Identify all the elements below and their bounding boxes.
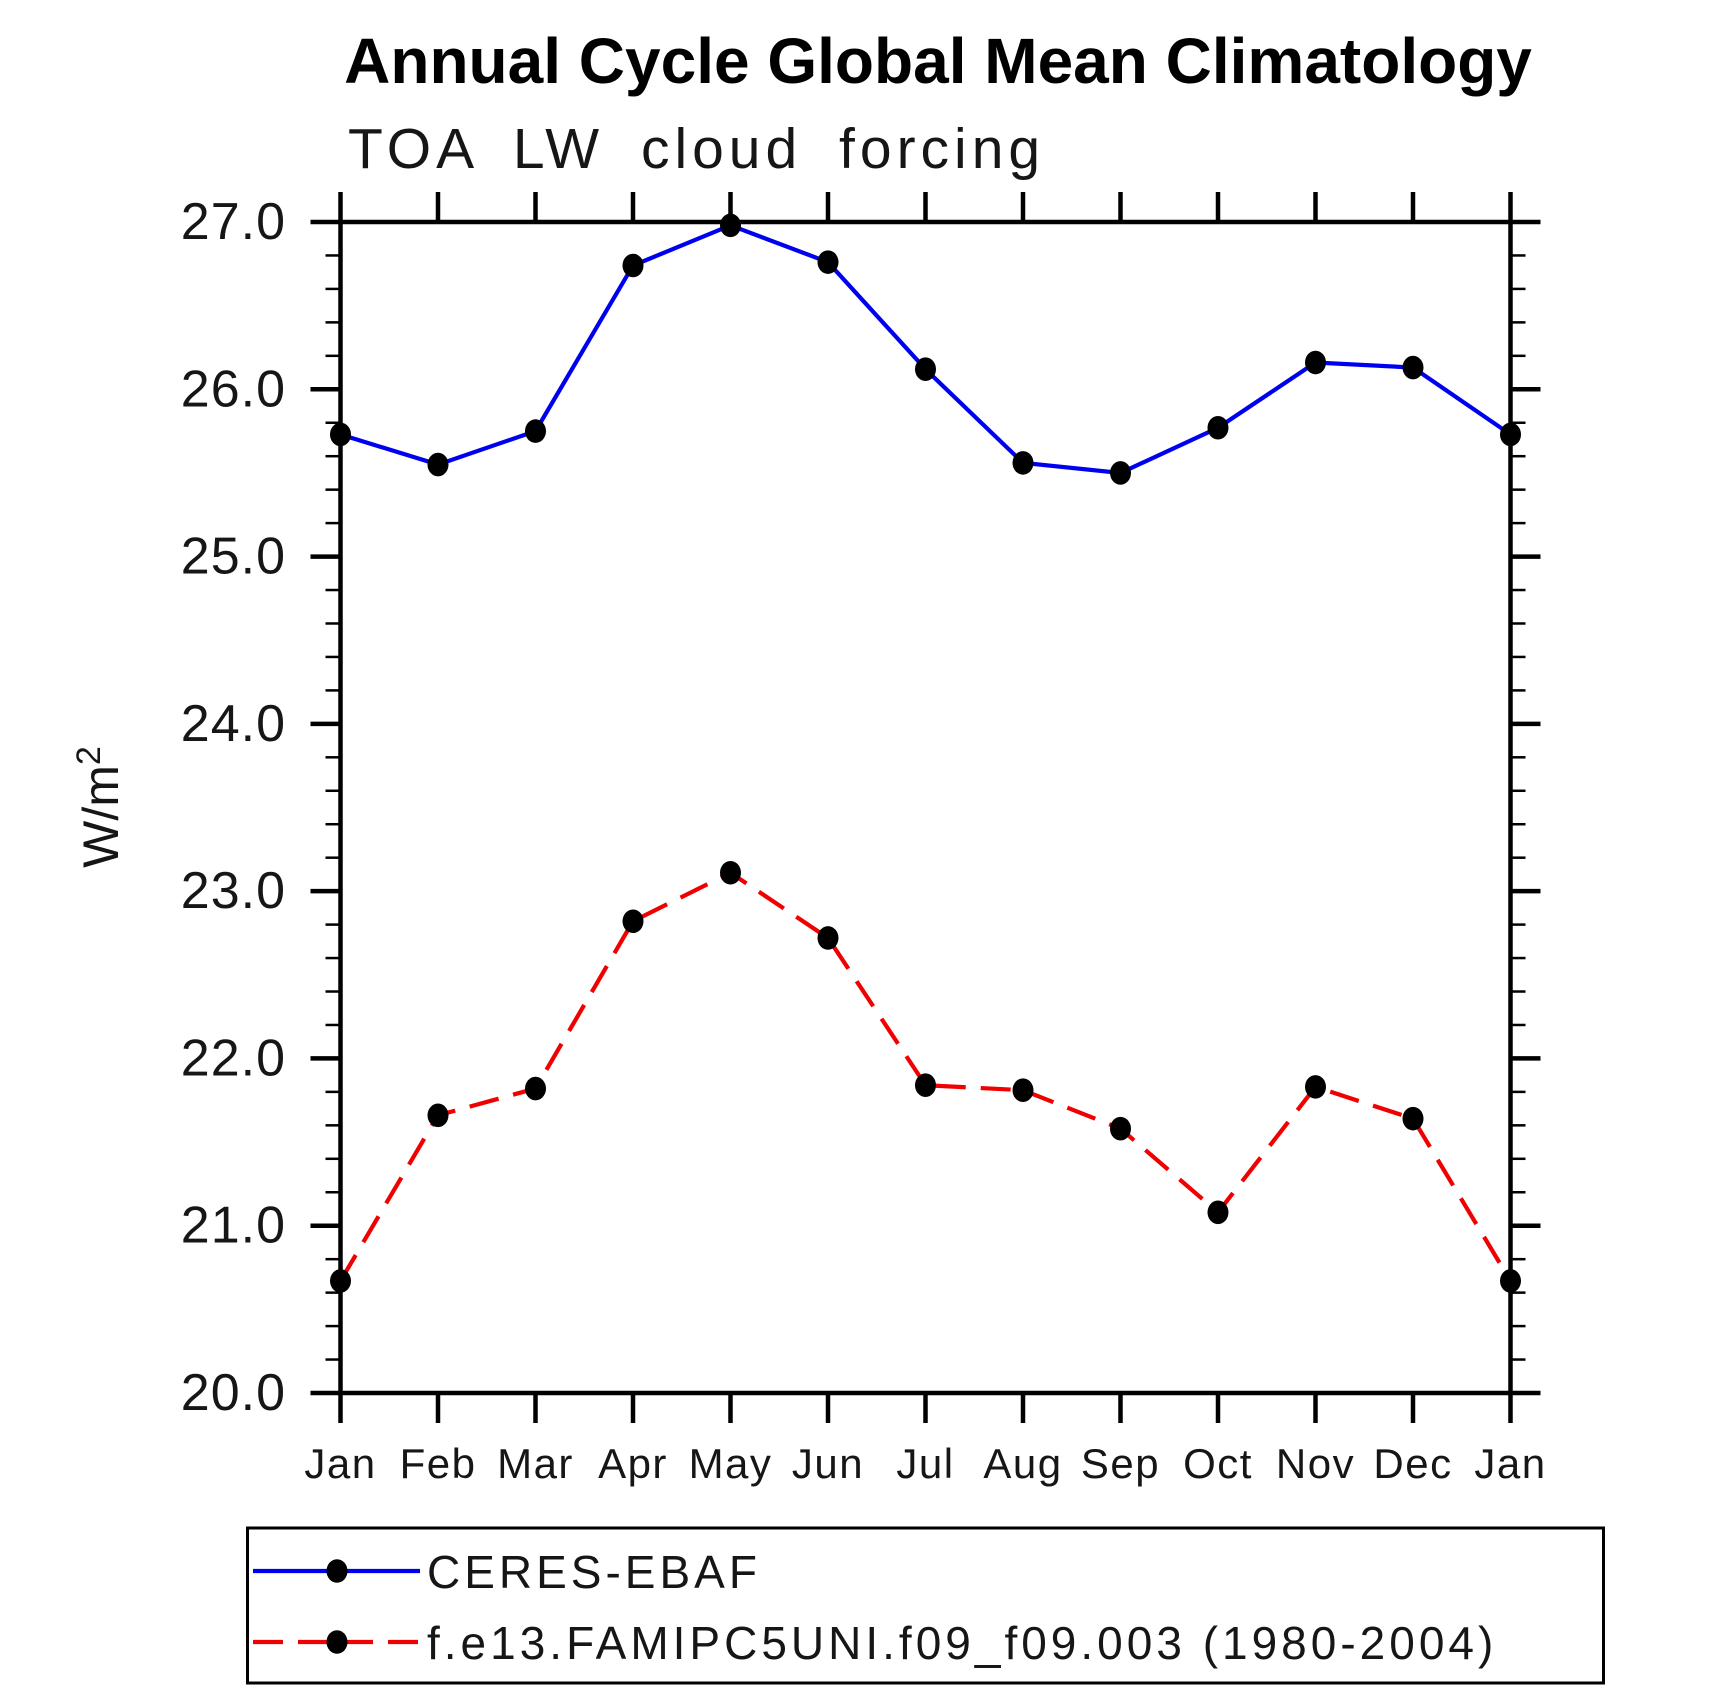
y-axis-title: W/m2	[70, 746, 129, 868]
data-point-marker-s1	[330, 1269, 351, 1293]
x-axis-month-label: Sep	[1081, 1440, 1160, 1487]
chart-title: Annual Cycle Global Mean Climatology	[344, 25, 1532, 97]
x-axis-month-label: Dec	[1373, 1440, 1452, 1487]
legend-label-0: CERES-EBAF	[427, 1546, 761, 1598]
data-point-marker-s0	[915, 357, 936, 382]
chart-subtitle: TOA LW cloud forcing	[348, 117, 1046, 181]
y-axis-tick-label: 21.0	[181, 1197, 286, 1255]
y-axis-tick-label: 23.0	[181, 862, 286, 920]
data-point-marker-s1	[525, 1076, 546, 1101]
x-axis-month-label: Jan	[1474, 1440, 1546, 1487]
legend-label-1: f.e13.FAMIPC5UNI.f09_f09.003 (1980-2004)	[427, 1617, 1497, 1669]
data-point-marker-s0	[1012, 451, 1034, 475]
data-point-marker-s0	[622, 253, 644, 278]
legend-box	[246, 1526, 1605, 1685]
data-point-marker-s1	[1402, 1106, 1424, 1131]
data-point-marker-s1	[1500, 1269, 1521, 1293]
data-point-marker-s1	[1110, 1116, 1131, 1141]
y-axis-tick-label: 26.0	[181, 360, 286, 418]
x-axis-month-label: Jun	[792, 1440, 864, 1487]
data-point-marker-s0	[720, 213, 741, 238]
data-point-marker-s1	[1305, 1075, 1326, 1099]
data-point-marker-s0	[817, 250, 839, 274]
x-axis-month-label: Aug	[983, 1440, 1062, 1487]
legend-marker-1	[326, 1630, 348, 1654]
y-axis-tick-label: 25.0	[181, 528, 286, 586]
x-axis-month-label: May	[689, 1440, 773, 1487]
data-point-marker-s1	[817, 926, 839, 950]
data-point-marker-s0	[1500, 422, 1521, 447]
data-point-marker-s0	[330, 422, 351, 447]
legend-marker-0	[326, 1559, 348, 1583]
x-axis-month-label: Nov	[1276, 1440, 1355, 1487]
data-point-marker-s0	[427, 452, 449, 477]
series-line-0	[339, 223, 1512, 476]
x-axis-month-label: Mar	[497, 1440, 574, 1487]
y-axis-tick-label: 24.0	[181, 695, 286, 753]
data-point-marker-s0	[1207, 415, 1229, 440]
data-point-marker-s1	[915, 1073, 936, 1097]
data-point-marker-s1	[427, 1103, 449, 1128]
y-axis-tick-label: 27.0	[181, 193, 286, 251]
y-axis-tick-label: 22.0	[181, 1029, 286, 1087]
data-point-marker-s0	[525, 419, 546, 443]
data-point-marker-s1	[720, 860, 741, 885]
x-axis-month-label: Oct	[1183, 1440, 1253, 1487]
x-axis-month-label: Jan	[304, 1440, 376, 1487]
data-point-marker-s1	[1012, 1078, 1034, 1103]
x-axis-month-label: Jul	[896, 1440, 954, 1487]
x-axis-month-label: Apr	[598, 1440, 668, 1487]
data-point-marker-s1	[622, 909, 644, 934]
x-axis-month-label: Feb	[400, 1440, 477, 1487]
y-axis-tick-label: 20.0	[181, 1364, 286, 1422]
data-point-marker-s0	[1305, 350, 1326, 375]
data-point-marker-s0	[1402, 355, 1424, 380]
data-point-marker-s0	[1110, 461, 1131, 485]
data-point-marker-s1	[1207, 1200, 1229, 1225]
